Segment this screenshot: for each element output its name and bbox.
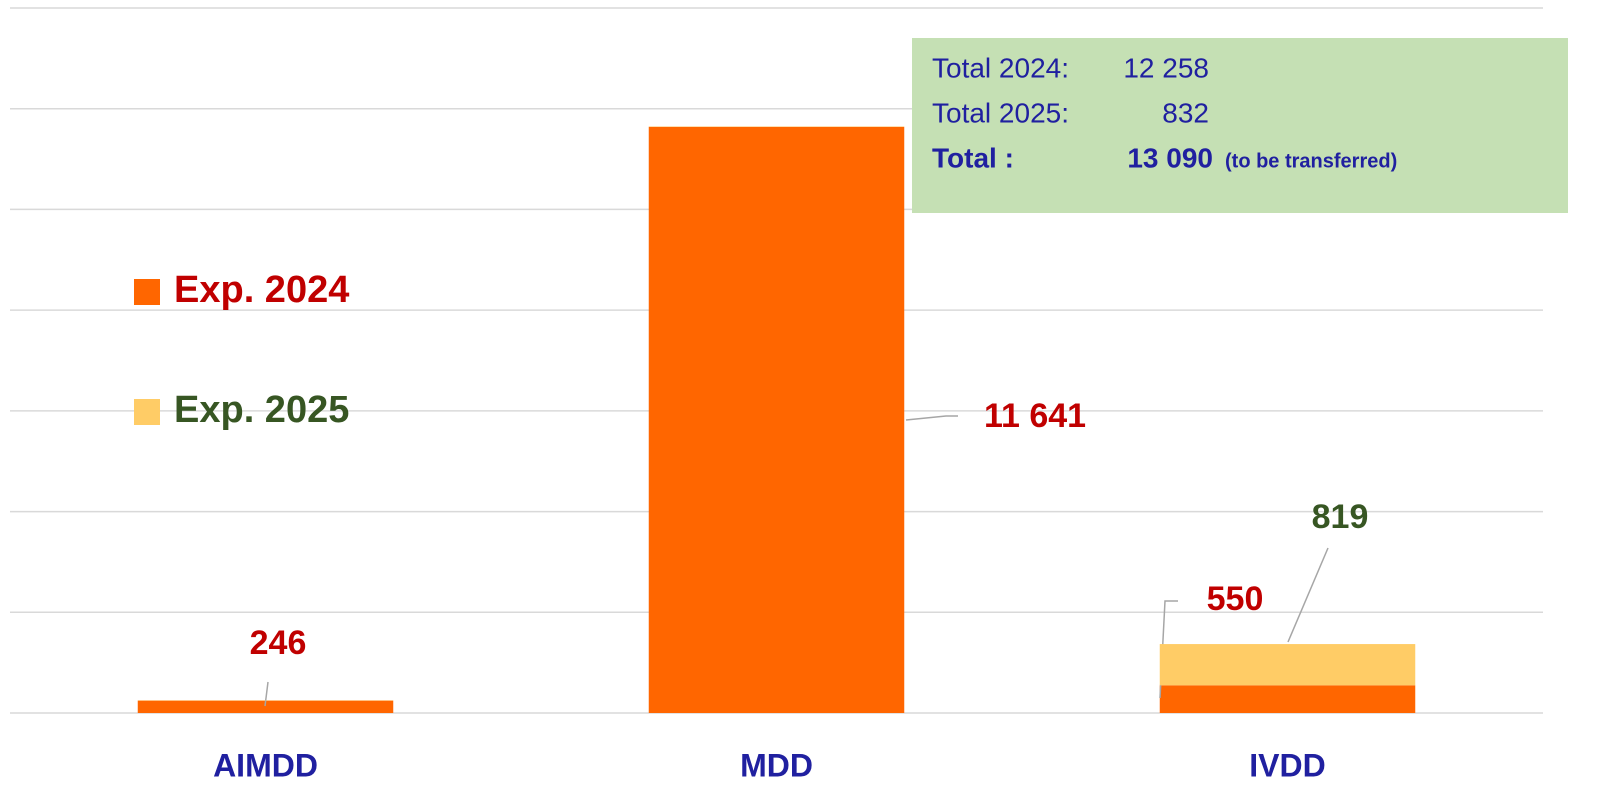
legend-swatch [134, 279, 160, 305]
x-tick-label: AIMDD [213, 747, 318, 783]
legend-label: Exp. 2025 [174, 389, 349, 431]
leader-line [905, 415, 958, 421]
x-tick-label: IVDD [1249, 747, 1325, 783]
annotation-value: 832 [1162, 97, 1209, 128]
legend-label: Exp. 2024 [174, 269, 349, 311]
data-label: 11 641 [984, 397, 1086, 435]
bar-segment [137, 700, 394, 713]
bar-segment [1159, 644, 1416, 686]
leader-line [1287, 547, 1329, 643]
data-label: 550 [1207, 580, 1264, 618]
bar-segment [648, 126, 905, 714]
annotation-label: Total : [932, 142, 1014, 173]
data-label: 246 [250, 624, 307, 662]
annotation-note: (to be transferred) [1225, 150, 1397, 172]
annotation-value: 13 090 [1127, 142, 1213, 173]
legend-swatch [134, 399, 160, 425]
data-label: 819 [1312, 498, 1369, 536]
bar-segment [1159, 685, 1416, 713]
annotation-label: Total 2024: [932, 52, 1069, 83]
annotation-value: 12 258 [1123, 52, 1209, 83]
annotation-label: Total 2025: [932, 97, 1069, 128]
annotation-box [912, 38, 1568, 213]
leader-line [264, 681, 269, 707]
x-tick-label: MDD [740, 747, 813, 783]
